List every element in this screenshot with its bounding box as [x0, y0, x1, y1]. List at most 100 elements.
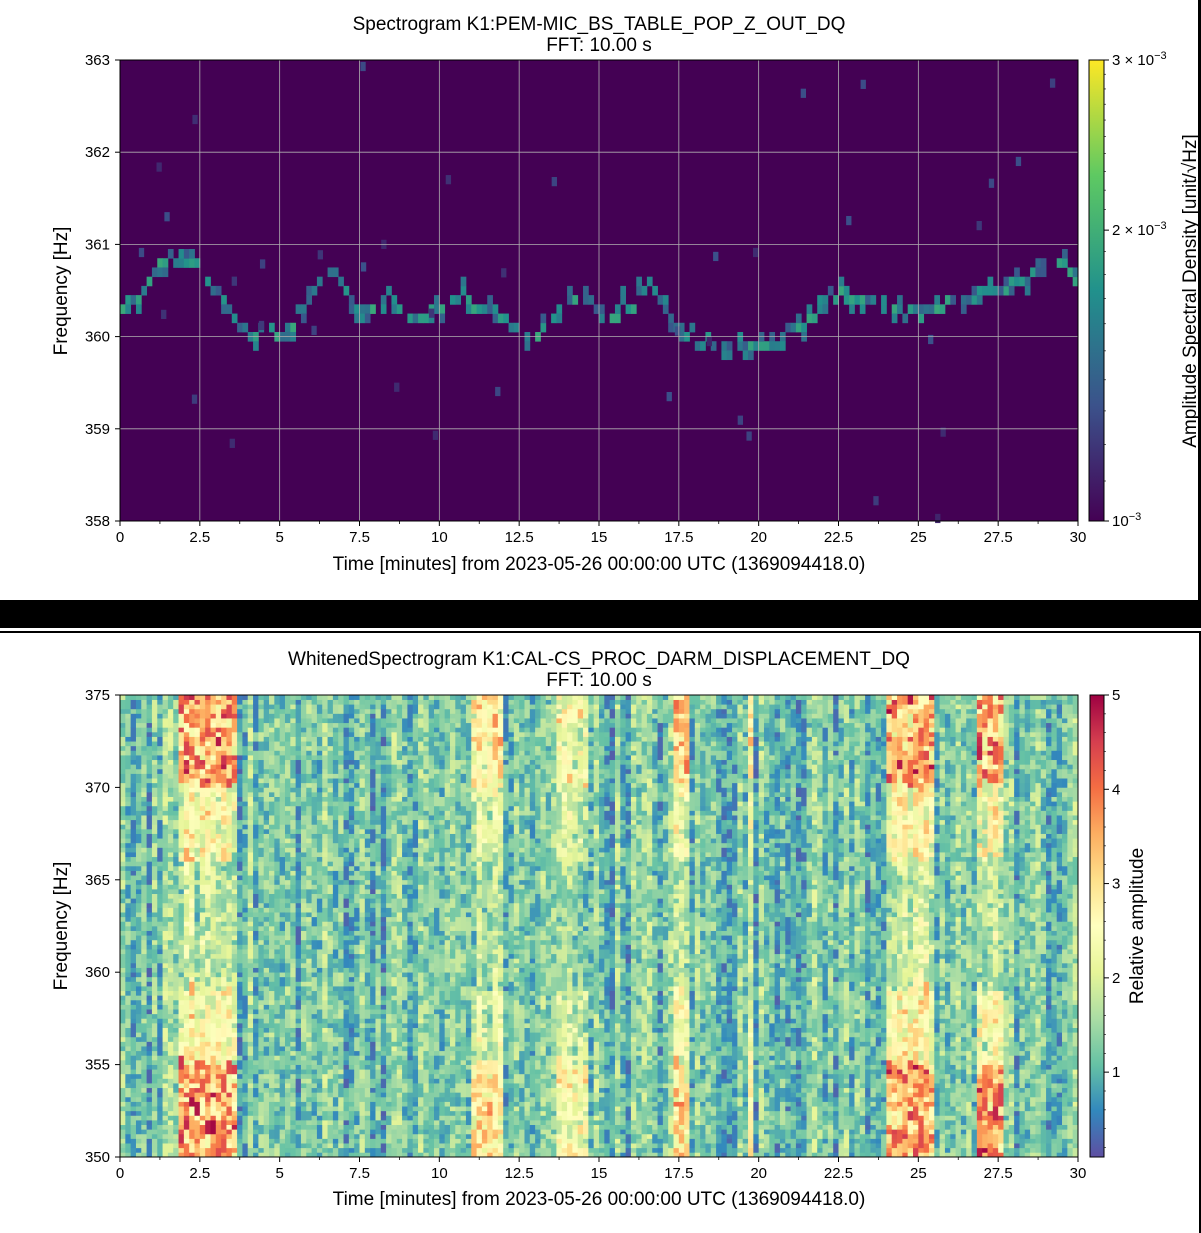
- spectrogram-cell: [396, 745, 403, 751]
- spectrogram-cell: [290, 322, 297, 333]
- spectrogram-cell: [354, 801, 360, 807]
- spectrogram-cell: [322, 736, 328, 747]
- spectrogram-cell: [380, 1078, 387, 1089]
- spectrogram-cell: [428, 1036, 435, 1052]
- spectrogram-cell: [189, 949, 195, 964]
- spectrogram-cell: [162, 755, 169, 761]
- spectrogram-cell: [162, 792, 169, 797]
- spectrogram-cell: [338, 833, 344, 848]
- spectrogram-cell: [386, 285, 392, 296]
- spectrogram-cell: [120, 935, 126, 945]
- spectrogram-cell: [375, 907, 382, 918]
- spectrogram-cell: [476, 1059, 483, 1070]
- spectrogram-cell: [360, 61, 366, 72]
- spectrogram-cell: [338, 1120, 344, 1126]
- spectrogram-cell: [412, 962, 419, 968]
- spectrogram-cell: [444, 999, 451, 1005]
- spectrogram-cell: [253, 930, 259, 936]
- spectrogram-cell: [210, 884, 217, 895]
- spectrogram-cell: [407, 986, 414, 992]
- spectrogram-cell: [130, 741, 137, 747]
- spectrogram-cell: [402, 958, 408, 968]
- spectrogram-cell: [343, 773, 350, 779]
- spectrogram-cell: [753, 247, 759, 258]
- spectrogram-cell: [231, 1013, 238, 1019]
- spectrogram-cell: [370, 1069, 376, 1079]
- spectrogram-cell: [465, 875, 472, 885]
- spectrogram-cell: [364, 699, 371, 710]
- spectrogram-cell: [960, 295, 967, 305]
- x-tick-label: 30: [1070, 529, 1087, 546]
- spectrogram-cell: [348, 1147, 355, 1153]
- spectrogram-cell: [242, 949, 249, 955]
- spectrogram-cell: [226, 1106, 233, 1116]
- spectrogram-cell: [189, 1027, 195, 1038]
- spectrogram-cell: [391, 759, 398, 765]
- spectrogram-cell: [476, 778, 483, 793]
- spectrogram-cell: [120, 1036, 126, 1042]
- spectrogram-cell: [779, 341, 786, 351]
- spectrogram-cell: [300, 1078, 307, 1084]
- spectrogram-cell: [253, 695, 259, 705]
- spectrogram-cell: [380, 995, 387, 1001]
- spectrogram-cell: [290, 1050, 296, 1056]
- spectrogram-cell: [290, 755, 296, 761]
- spectrogram-cell: [194, 1041, 201, 1047]
- spectrogram-cell: [311, 889, 318, 895]
- spectrogram-cell: [199, 1041, 206, 1056]
- spectrogram-cell: [279, 792, 286, 802]
- spectrogram-cell: [375, 731, 382, 737]
- spectrogram-cell: [269, 1018, 275, 1028]
- spectrogram-cell: [439, 787, 445, 797]
- spectrogram-cell: [311, 1083, 318, 1089]
- spectrogram-cell: [205, 847, 211, 853]
- spectrogram-cell: [455, 759, 461, 770]
- spectrogram-cell: [567, 295, 573, 305]
- spectrogram-cell: [412, 875, 419, 890]
- spectrogram-cell: [210, 750, 217, 756]
- spectrogram-cell: [444, 926, 451, 931]
- spectrogram-cell: [386, 838, 392, 848]
- spectrogram-cell: [194, 736, 201, 747]
- spectrogram-cell: [338, 1083, 344, 1098]
- spectrogram-cell: [481, 1147, 488, 1153]
- spectrogram-cell: [359, 778, 366, 788]
- spectrogram-cell: [348, 916, 355, 927]
- spectrogram-cell: [141, 1129, 147, 1135]
- spectrogram-cell: [167, 861, 174, 871]
- spectrogram-cell: [396, 304, 403, 314]
- spectrogram-cell: [460, 995, 467, 1001]
- spectrogram-cell: [402, 801, 408, 807]
- spectrogram-cell: [167, 764, 174, 779]
- spectrogram-cell: [396, 750, 403, 761]
- spectrogram-cell: [455, 1050, 461, 1065]
- spectrogram-cell: [205, 939, 211, 945]
- spectrogram-cell: [269, 926, 275, 931]
- spectrogram-cell: [258, 976, 265, 982]
- spectrogram-cell: [215, 976, 222, 987]
- spectrogram-cell: [311, 1147, 318, 1158]
- spectrogram-cell: [221, 1018, 227, 1024]
- spectrogram-cell: [338, 796, 344, 802]
- spectrogram-cell: [423, 1101, 430, 1107]
- spectrogram-cell: [343, 999, 350, 1005]
- spectrogram-cell: [407, 884, 414, 890]
- spectrogram-cell: [146, 958, 153, 964]
- spectrogram-cell: [476, 828, 483, 839]
- spectrogram-cell: [460, 865, 467, 871]
- spectrogram-cell: [247, 1069, 254, 1075]
- spectrogram-cell: [151, 1110, 158, 1121]
- spectrogram-cell: [343, 727, 350, 733]
- spectrogram-cell: [130, 755, 137, 761]
- spectrogram-cell: [162, 708, 169, 714]
- spectrogram-cell: [183, 722, 190, 733]
- spectrogram-cell: [306, 1073, 312, 1079]
- spectrogram-cell: [449, 824, 456, 834]
- spectrogram-cell: [418, 313, 424, 324]
- spectrogram-cell: [322, 731, 328, 737]
- spectrogram-cell: [135, 833, 142, 844]
- spectrogram-cell: [434, 755, 440, 765]
- spectrogram-cell: [178, 865, 185, 871]
- spectrogram-cell: [290, 842, 296, 848]
- spectrogram-cell: [327, 995, 334, 1001]
